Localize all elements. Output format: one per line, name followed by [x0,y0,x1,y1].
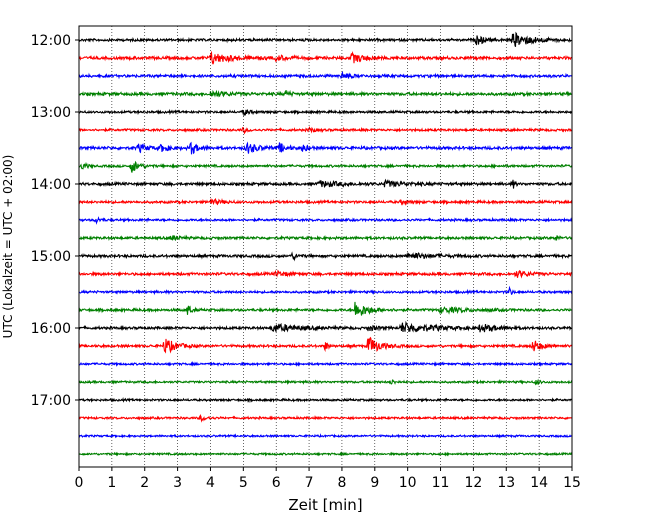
x-tick-label: 12 [464,475,482,491]
y-tick-label: 16:00 [31,321,71,337]
trace-1230 [78,70,573,80]
x-tick-label: 14 [530,475,548,491]
y-axis: 12:00 13:00 14:00 15:00 16:00 17:00 [31,33,79,409]
trace-1400 [78,178,573,189]
y-tick-label: 15:00 [31,249,71,265]
trace-1200 [78,31,573,47]
trace-1715 [78,413,573,423]
x-tick-label: 5 [239,475,248,491]
x-tick-label: 1 [107,475,116,491]
x-tick-label: 10 [399,475,417,491]
trace-group [78,31,573,457]
x-tick-label: 4 [206,475,215,491]
y-tick-label: 14:00 [31,177,71,193]
x-axis-title: Zeit [min] [288,496,362,514]
x-tick-label: 13 [497,475,515,491]
x-tick-label: 9 [370,475,379,491]
trace-1745 [78,451,573,457]
trace-1300 [78,108,573,117]
trace-1730 [78,433,573,439]
trace-1515 [78,269,573,279]
x-tick-label: 7 [305,475,314,491]
plot-frame [78,25,573,468]
trace-1345 [78,160,573,173]
y-tick-label: 17:00 [31,393,71,409]
trace-1430 [78,216,573,225]
x-tick-label: 3 [173,475,182,491]
x-axis: 0 1 2 3 4 5 6 7 8 9 10 11 12 13 14 15 [75,467,581,491]
y-tick-label: 12:00 [31,33,71,49]
trace-1500 [78,251,573,262]
trace-1415 [78,198,573,206]
y-tick-label: 13:00 [31,105,71,121]
x-tick-label: 11 [432,475,450,491]
trace-1615 [78,336,573,354]
trace-1315 [78,126,573,135]
trace-1600 [78,320,573,334]
x-tick-label: 15 [563,475,581,491]
x-tick-label: 6 [272,475,281,491]
trace-1545 [78,301,573,316]
y-axis-title: UTC (Lokalzeit = UTC + 02:00) [1,155,15,339]
trace-1245 [78,89,573,98]
trace-1330 [78,141,573,155]
trace-1445 [78,234,573,242]
x-tick-label: 0 [75,475,84,491]
trace-1700 [78,397,573,404]
trace-1530 [78,285,573,296]
trace-1645 [78,378,573,386]
trace-1630 [78,360,573,367]
trace-1215 [78,50,573,65]
x-tick-label: 2 [140,475,149,491]
x-tick-label: 8 [337,475,346,491]
